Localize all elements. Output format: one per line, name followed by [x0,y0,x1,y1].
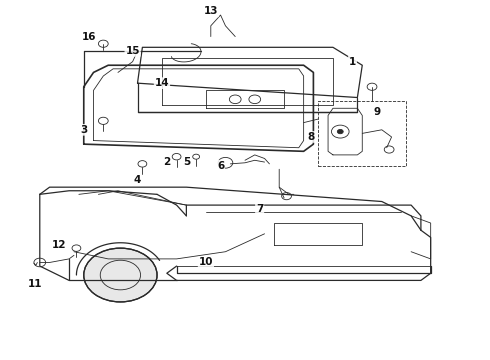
Bar [318,101,406,166]
Text: 9: 9 [373,107,381,117]
Circle shape [337,130,343,134]
Text: 13: 13 [203,6,218,17]
Circle shape [84,248,157,302]
Text: 2: 2 [163,157,171,167]
Text: 11: 11 [27,279,42,289]
Text: 10: 10 [198,257,213,267]
Text: 14: 14 [155,78,169,88]
Text: 12: 12 [52,239,67,249]
Text: 8: 8 [307,132,315,142]
Text: 3: 3 [80,125,87,135]
Text: 5: 5 [183,157,190,167]
Text: 4: 4 [134,175,141,185]
Text: 1: 1 [349,57,356,67]
Text: 16: 16 [81,32,96,41]
Text: 15: 15 [125,46,140,56]
Text: 6: 6 [217,161,224,171]
Text: 7: 7 [256,204,263,214]
